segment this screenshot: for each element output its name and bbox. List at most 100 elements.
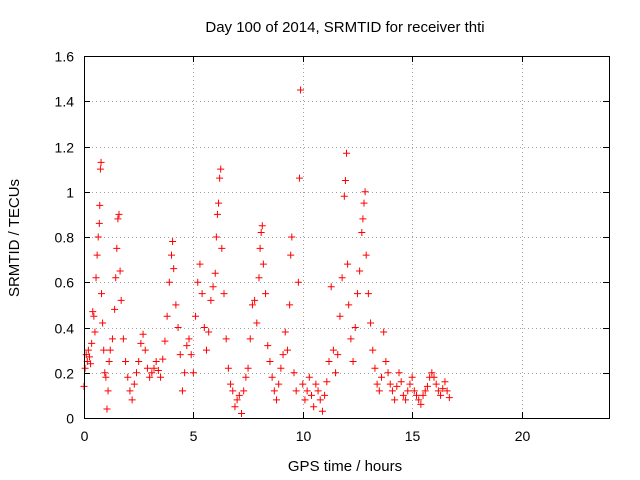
data-point xyxy=(419,391,427,399)
data-point xyxy=(303,387,311,395)
data-point xyxy=(87,360,95,368)
data-point xyxy=(318,407,326,415)
y-tick-label: 0.8 xyxy=(55,230,75,246)
data-point xyxy=(98,290,105,298)
data-point xyxy=(163,312,171,320)
x-tick-label: 5 xyxy=(190,428,198,444)
data-point xyxy=(404,387,412,395)
data-point xyxy=(185,335,193,343)
data-point xyxy=(329,346,337,354)
data-point xyxy=(96,165,104,173)
data-point xyxy=(423,382,431,390)
data-point xyxy=(421,387,429,395)
data-point xyxy=(222,335,230,343)
data-point xyxy=(183,342,191,350)
data-point xyxy=(308,391,315,399)
data-point xyxy=(258,222,266,230)
data-point xyxy=(395,369,403,377)
data-point xyxy=(343,149,350,157)
data-point xyxy=(378,373,385,381)
data-point xyxy=(112,274,120,282)
data-point xyxy=(105,357,113,365)
data-point xyxy=(244,364,252,372)
data-point xyxy=(97,158,105,166)
data-point xyxy=(279,351,287,359)
data-point xyxy=(231,403,239,411)
data-point xyxy=(369,346,377,354)
data-point xyxy=(382,357,390,365)
data-point xyxy=(91,328,99,336)
data-point xyxy=(141,346,149,354)
data-point xyxy=(277,364,285,372)
data-point xyxy=(257,228,265,236)
data-point xyxy=(246,335,254,343)
data-point xyxy=(281,328,289,336)
data-point xyxy=(443,387,451,395)
data-point xyxy=(266,357,274,365)
data-point xyxy=(345,301,353,309)
y-tick-label: 1.2 xyxy=(55,140,75,156)
data-point xyxy=(349,357,357,365)
data-point xyxy=(255,274,263,282)
data-point xyxy=(126,387,134,395)
data-point xyxy=(283,346,291,354)
data-point xyxy=(371,364,379,372)
data-point xyxy=(169,238,177,246)
tick-layer: 0 0.2 0.4 0.6 0.8 1 1.2 1.4 1.6 0 5 10 15 20 xyxy=(55,49,609,444)
y-tick-label: 0.6 xyxy=(55,275,75,291)
data-point xyxy=(178,387,186,395)
data-point xyxy=(439,385,447,393)
data-point xyxy=(441,378,449,386)
data-point xyxy=(361,188,369,196)
data-point xyxy=(386,380,394,388)
data-point xyxy=(445,394,453,402)
data-point xyxy=(336,312,344,320)
data-point xyxy=(240,387,248,395)
plot-frame xyxy=(84,56,610,419)
y-tick-label: 0.2 xyxy=(55,366,75,382)
data-point xyxy=(111,305,119,313)
data-point xyxy=(251,296,259,304)
x-tick-label: 0 xyxy=(81,428,89,444)
data-point xyxy=(312,380,320,388)
data-point xyxy=(96,201,104,209)
data-point xyxy=(347,335,355,343)
data-point xyxy=(211,269,219,277)
data-point xyxy=(100,346,108,354)
data-point xyxy=(124,373,132,381)
data-point xyxy=(200,324,208,331)
data-point xyxy=(99,319,107,327)
data-point xyxy=(198,290,206,298)
grid-layer xyxy=(84,56,609,418)
data-point xyxy=(256,244,264,252)
data-point xyxy=(217,165,225,173)
data-point xyxy=(275,380,283,388)
data-point xyxy=(146,373,154,381)
data-point xyxy=(137,339,145,347)
y-axis-label: SRMTID / TECUs xyxy=(6,179,23,297)
data-point xyxy=(227,380,235,388)
data-point xyxy=(248,301,256,309)
data-point xyxy=(430,373,438,381)
data-point xyxy=(89,308,97,316)
data-point xyxy=(338,274,346,282)
data-point xyxy=(327,283,335,291)
data-point xyxy=(410,387,418,395)
data-point xyxy=(150,364,158,372)
data-point xyxy=(259,260,267,268)
data-point xyxy=(351,324,359,331)
data-point xyxy=(181,369,189,377)
x-axis-label: GPS time / hours xyxy=(288,458,402,475)
data-point xyxy=(294,278,302,286)
data-point xyxy=(205,328,213,336)
data-point xyxy=(413,391,420,399)
data-point xyxy=(130,380,138,388)
data-point xyxy=(196,260,204,268)
data-point xyxy=(154,366,162,374)
data-point xyxy=(88,339,96,347)
data-point xyxy=(437,391,445,399)
data-point xyxy=(215,199,223,207)
data-point xyxy=(161,337,169,345)
data-point xyxy=(344,260,352,268)
